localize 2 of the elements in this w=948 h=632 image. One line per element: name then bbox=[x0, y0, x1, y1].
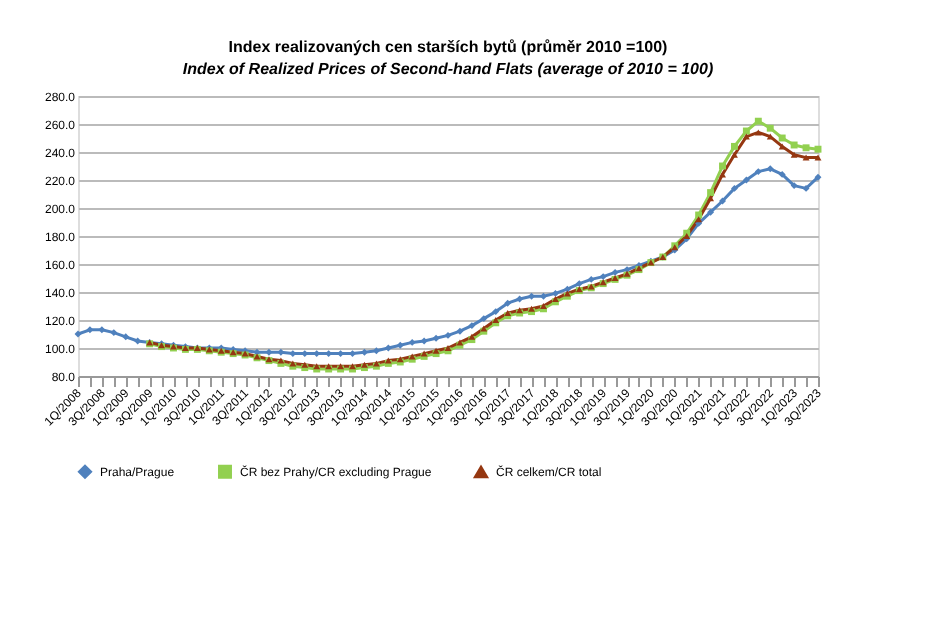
chart-subtitle: Index of Realized Prices of Second-hand Flats (average of 2010 = 100) bbox=[182, 60, 714, 78]
chart-title: Index realizovaných cen starších bytů (průměr 2010 =100) bbox=[228, 38, 669, 56]
